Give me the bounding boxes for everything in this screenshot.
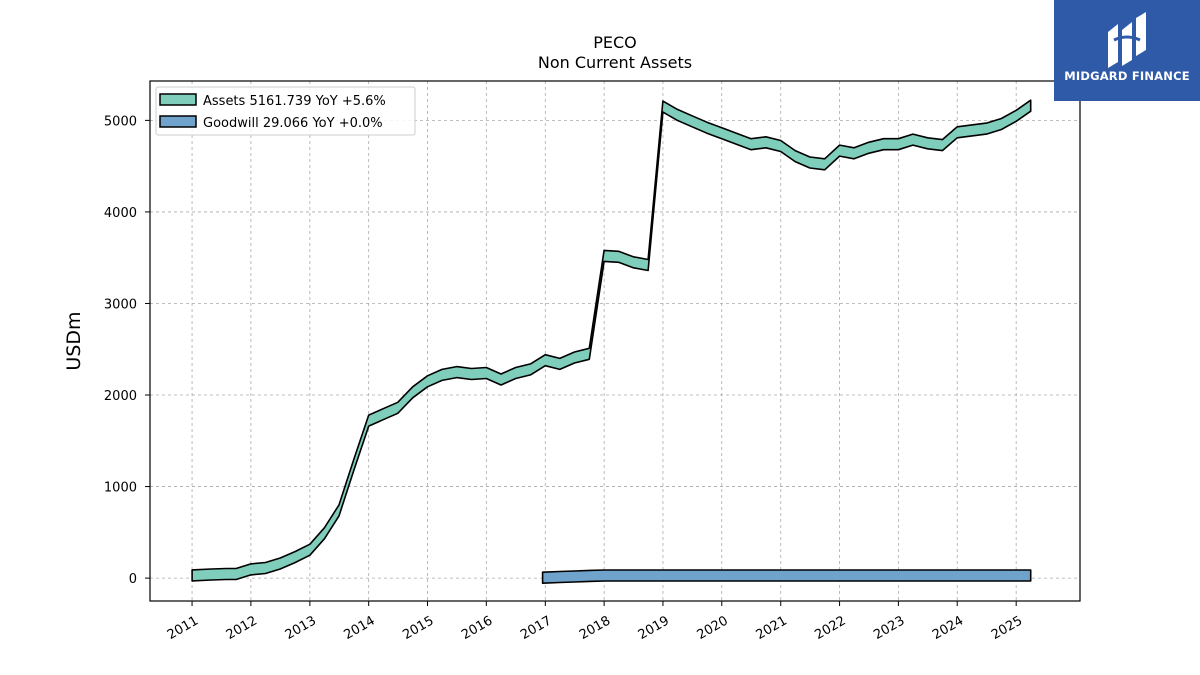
- series-band-goodwill: [541, 569, 1032, 584]
- legend-swatch-assets: [159, 93, 197, 106]
- chart-title: PECO: [593, 33, 637, 52]
- series-band-assets: [191, 99, 1032, 582]
- brand-name: MIDGARD FINANCE: [1064, 69, 1190, 83]
- legend: Assets 5161.739 YoY +5.6% Goodwill 29.06…: [155, 86, 416, 136]
- y-tick-label: 0: [129, 572, 137, 587]
- y-tick-label: 4000: [104, 206, 137, 221]
- legend-label-assets: Assets 5161.739 YoY +5.6%: [203, 94, 386, 109]
- legend-box: [155, 86, 416, 136]
- series-layer: [191, 99, 1032, 584]
- plot-frame: [149, 80, 1081, 602]
- y-tick-label: 3000: [104, 297, 137, 312]
- midgard-logo-icon: [1108, 12, 1146, 68]
- y-axis-label: USDm: [63, 311, 85, 370]
- y-tick-label: 5000: [104, 114, 137, 129]
- grid-lines: [150, 81, 1080, 601]
- y-tick-label: 1000: [104, 481, 137, 496]
- legend-label-goodwill: Goodwill 29.066 YoY +0.0%: [203, 116, 383, 131]
- y-tick-label: 2000: [104, 389, 137, 404]
- chart-subtitle: Non Current Assets: [538, 53, 692, 72]
- legend-swatch-goodwill: [159, 115, 197, 128]
- brand-logo: MIDGARD FINANCE: [1054, 0, 1200, 101]
